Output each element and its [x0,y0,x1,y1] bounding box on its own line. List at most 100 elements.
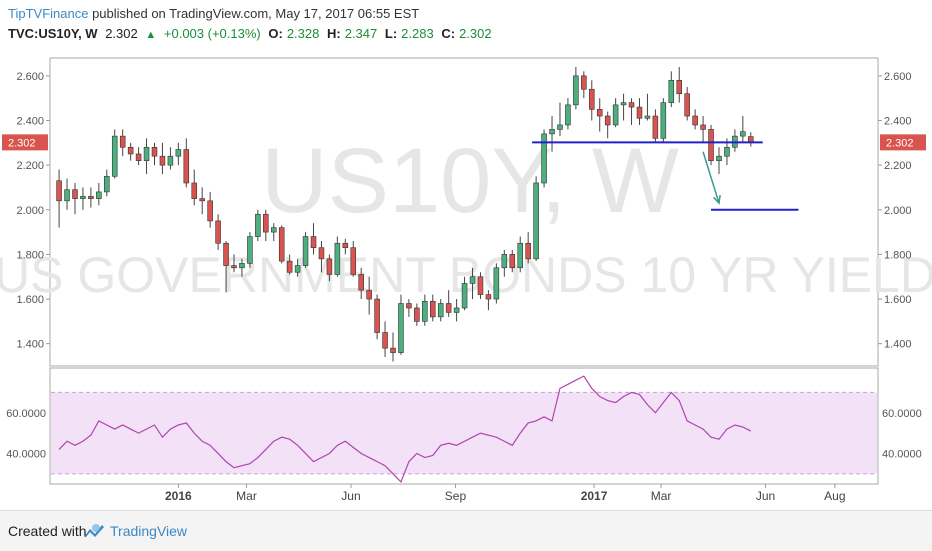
candle-up [461,283,468,309]
candle-down [390,347,396,353]
tradingview-logo-icon[interactable] [82,521,106,541]
candle-up [270,227,277,233]
candle-down [636,106,643,119]
candle-down [286,260,293,273]
current-price-tag-left [2,134,48,151]
candle-up [541,133,547,184]
published-text: published on TradingView.com, May 17, 20… [92,6,420,21]
y-tick-label-right: 1.400 [884,339,912,351]
candle-up [398,303,404,353]
candle-down [88,196,94,199]
y-tick-label-left: 2.000 [16,205,44,217]
candle-up [469,276,476,284]
candle-down [684,93,690,117]
candle-down [430,300,436,318]
candle-up [557,124,563,130]
candle-up [80,196,86,199]
rsi-band [51,392,877,474]
candle-up [247,236,253,264]
y-tick-label-left: 1.600 [16,294,44,306]
candle-down [406,303,412,309]
y-tick-label-right: 2.000 [884,205,912,217]
y-tick-label-right: 2.600 [884,71,912,83]
x-tick-label: Mar [236,489,257,503]
candle-down [350,247,357,275]
close-label: C: [441,26,456,41]
candle-down [318,247,325,260]
price-chart[interactable]: US10Y, W US GOVERNMENT BONDS 10 YR YIELD… [0,0,932,510]
rsi-tick-label-left: 60.0000 [6,408,46,420]
candle-up [96,191,102,199]
candle-up [517,242,523,269]
candle-down [358,274,364,291]
candle-up [334,242,341,275]
candle-down [596,109,603,117]
candle-down [183,149,190,184]
candle-up [724,146,730,157]
author-name[interactable]: TipTVFinance [8,6,89,21]
candle-down [509,254,516,269]
candle-up [302,236,309,266]
low-label: L: [384,26,398,41]
candle-down [56,180,62,202]
candle-down [191,182,198,199]
candle-down [223,242,229,266]
candle-down [382,332,388,349]
candle-down [127,146,134,155]
candle-up [565,104,571,126]
watermark-symbol: US10Y, W [261,130,679,232]
y-tick-label-left: 2.200 [16,160,44,172]
candle-down [207,200,213,222]
candle-up [294,265,301,273]
y-tick-label-left: 1.400 [16,339,44,351]
candle-up [620,102,627,106]
candle-down [215,220,221,244]
candle-down [414,307,420,322]
close-value: 2.302 [459,26,492,41]
candle-up [437,303,444,318]
candle-up [64,189,70,202]
down-arrow-shaft [702,151,720,204]
candle-down [692,115,698,126]
y-tick-label-right: 1.800 [884,249,912,261]
candle-up [422,300,428,322]
low-value: 2.283 [401,26,434,41]
candle-down [676,80,682,95]
candle-up [453,307,460,313]
candle-down [708,129,714,161]
open-label: O: [268,26,283,41]
symbol-label: TVC:US10Y, W [8,26,98,41]
candle-down [374,298,380,333]
candle-down [366,289,372,300]
rsi-pane-border [49,367,879,485]
candle-down [119,135,126,148]
candle-down [72,189,78,199]
candle-down [628,102,635,108]
candle-down [652,115,659,139]
created-with-text: Created with [8,523,87,539]
candle-up [740,131,746,137]
candle-down [199,198,205,202]
candle-up [493,267,500,300]
x-tick-label: Aug [824,489,845,503]
x-tick-label: Sep [445,489,467,503]
candle-up [104,175,110,193]
candle-down [135,153,142,161]
candle-down [525,242,531,260]
rsi-tick-label-right: 60.0000 [882,408,922,420]
candle-up [501,254,508,269]
rsi-tick-label-left: 40.0000 [6,448,46,460]
tradingview-brand[interactable]: TradingView [110,523,188,539]
candle-up [111,135,118,177]
candle-up [175,149,182,157]
footer: Created with TradingView [0,510,932,551]
candle-down [326,258,333,275]
candle-down [604,115,611,126]
candle-up [255,213,261,237]
candle-up [533,182,539,260]
candle-up [573,75,579,106]
candle-down [231,265,237,269]
chart-header-line1: TipTVFinance published on TradingView.co… [8,6,419,21]
x-tick-label: Mar [651,489,672,503]
candle-down [700,124,706,130]
